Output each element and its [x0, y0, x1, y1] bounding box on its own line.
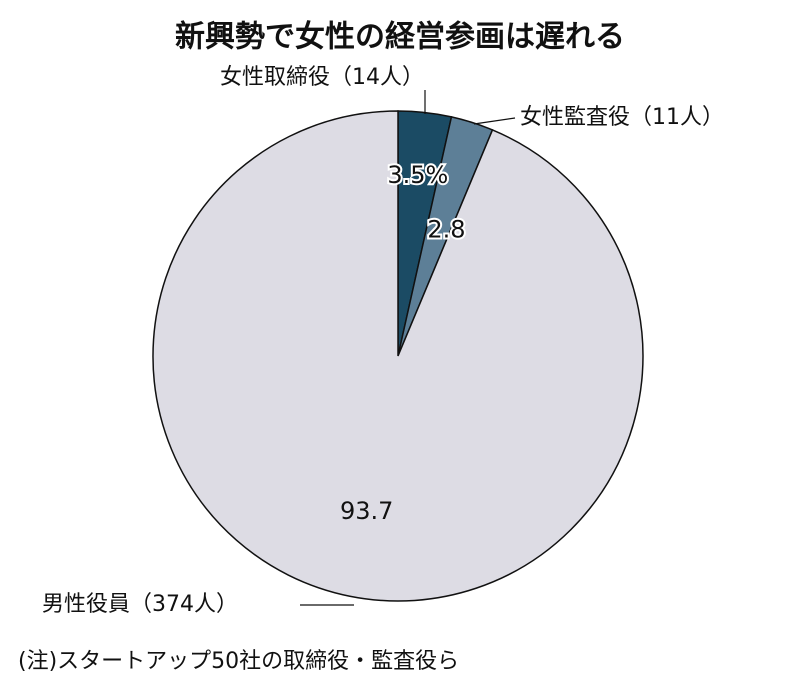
category-label: 女性監査役（11人） — [520, 105, 724, 130]
value-label: 3.5% — [387, 161, 448, 189]
category-label: 男性役員（374人） — [42, 592, 238, 617]
chart-title: 新興勢で女性の経営参画は遅れる — [175, 20, 625, 55]
pie-slice — [152, 110, 644, 602]
value-label: 2.8 — [427, 215, 465, 243]
note: (注)スタートアップ50社の取締役・監査役ら — [18, 649, 459, 674]
category-label: 女性取締役（14人） — [220, 65, 424, 90]
leader-line — [473, 117, 516, 125]
value-label: 93.7 — [340, 497, 393, 525]
